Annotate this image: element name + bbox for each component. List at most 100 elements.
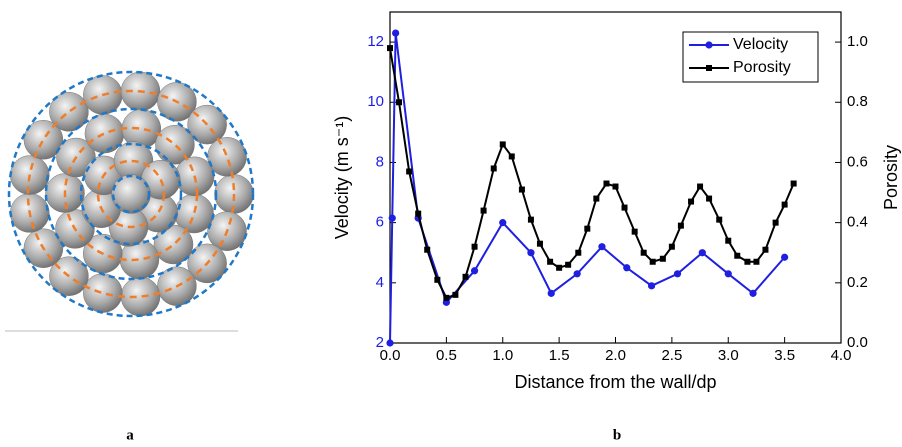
marker bbox=[424, 246, 431, 253]
marker bbox=[462, 273, 469, 280]
marker bbox=[688, 198, 695, 205]
chart: 0.0 0.5 1.0 1.5 2.0 2.5 3.0 3.5 4.0 2 4 6 8 10 12 0.0 0.… bbox=[332, 11, 901, 392]
marker bbox=[387, 45, 393, 52]
marker bbox=[480, 207, 487, 214]
legend-label: Velocity bbox=[733, 36, 788, 53]
y2-tick-label: 0.0 bbox=[847, 334, 868, 351]
y-tick-label: 10 bbox=[367, 93, 384, 110]
marker bbox=[631, 228, 638, 235]
marker bbox=[668, 243, 675, 250]
marker bbox=[452, 291, 459, 298]
y2-tick-label: 0.4 bbox=[847, 214, 868, 231]
marker bbox=[443, 294, 450, 301]
panel-label: b bbox=[613, 427, 621, 443]
y-tick-label: 2 bbox=[376, 334, 384, 351]
ring-centerline bbox=[63, 126, 199, 262]
legend-marker bbox=[705, 41, 713, 49]
sphere bbox=[83, 273, 123, 313]
marker bbox=[527, 249, 535, 257]
marker bbox=[698, 249, 706, 257]
series-line bbox=[389, 32, 786, 344]
marker bbox=[790, 180, 797, 187]
marker bbox=[406, 168, 413, 175]
x-tick-label: 1.5 bbox=[549, 347, 570, 364]
y-tick-label: 4 bbox=[376, 274, 384, 291]
y-tick-label: 8 bbox=[376, 153, 384, 170]
ring-centerline bbox=[96, 159, 166, 229]
marker bbox=[547, 258, 554, 265]
legend-marker bbox=[706, 65, 712, 71]
marker bbox=[623, 264, 631, 272]
marker bbox=[612, 183, 619, 190]
ring-boundary bbox=[111, 174, 151, 214]
marker bbox=[781, 253, 789, 261]
marker bbox=[490, 165, 497, 172]
marker bbox=[598, 243, 606, 251]
x-tick-label: 3.5 bbox=[774, 347, 795, 364]
marker bbox=[388, 214, 396, 222]
y-tick-label: 6 bbox=[376, 214, 384, 231]
marker bbox=[697, 183, 704, 190]
sphere bbox=[120, 276, 161, 317]
marker bbox=[744, 258, 751, 265]
sphere bbox=[111, 174, 151, 214]
marker bbox=[573, 270, 581, 278]
marker bbox=[434, 276, 441, 283]
x-tick-label: 0.5 bbox=[436, 347, 457, 364]
sphere bbox=[23, 120, 64, 160]
panel-label: a bbox=[126, 427, 134, 443]
marker bbox=[415, 210, 422, 217]
marker bbox=[603, 180, 610, 187]
marker bbox=[499, 141, 506, 148]
marker bbox=[556, 264, 563, 271]
y-axis-title: Velocity (m s⁻¹) bbox=[332, 116, 352, 240]
marker bbox=[647, 282, 656, 290]
sphere bbox=[84, 113, 125, 154]
y-tick-label: 12 bbox=[367, 33, 384, 50]
ring-boundary bbox=[44, 107, 218, 281]
marker bbox=[649, 258, 656, 265]
marker bbox=[575, 249, 582, 256]
x-tick-label: 0.0 bbox=[380, 347, 401, 364]
packing-diagram bbox=[7, 70, 255, 318]
marker bbox=[749, 289, 757, 297]
marker bbox=[762, 246, 769, 253]
x-axis-title: Distance from the wall/dp bbox=[514, 372, 716, 392]
marker bbox=[396, 99, 403, 106]
marker bbox=[781, 201, 788, 208]
y2-tick-label: 0.6 bbox=[847, 153, 868, 170]
marker bbox=[565, 261, 572, 268]
marker bbox=[673, 270, 682, 278]
y2-tick-label: 0.2 bbox=[847, 274, 868, 291]
marker bbox=[470, 267, 479, 275]
marker bbox=[584, 225, 591, 232]
marker bbox=[725, 237, 732, 244]
marker bbox=[753, 258, 760, 265]
ring-boundary bbox=[7, 70, 255, 318]
series-line bbox=[389, 47, 795, 300]
marker bbox=[716, 216, 723, 223]
marker bbox=[536, 240, 543, 247]
marker bbox=[724, 270, 732, 278]
y2-tick-label: 0.8 bbox=[847, 93, 868, 110]
sphere bbox=[49, 92, 89, 132]
marker bbox=[392, 29, 400, 37]
x-tick-label: 2.5 bbox=[661, 347, 682, 364]
marker bbox=[499, 219, 507, 227]
marker bbox=[734, 252, 741, 259]
marker bbox=[593, 195, 600, 202]
legend-box bbox=[682, 31, 819, 83]
marker bbox=[659, 255, 666, 262]
marker bbox=[621, 204, 628, 211]
marker bbox=[471, 243, 478, 250]
ring-boundary bbox=[79, 142, 183, 246]
marker bbox=[508, 153, 515, 160]
marker bbox=[527, 216, 534, 223]
x-tick-label: 1.0 bbox=[492, 347, 513, 364]
x-tick-label: 3.0 bbox=[718, 347, 739, 364]
legend-label: Porosity bbox=[733, 59, 791, 76]
marker bbox=[706, 195, 713, 202]
marker bbox=[547, 289, 555, 297]
